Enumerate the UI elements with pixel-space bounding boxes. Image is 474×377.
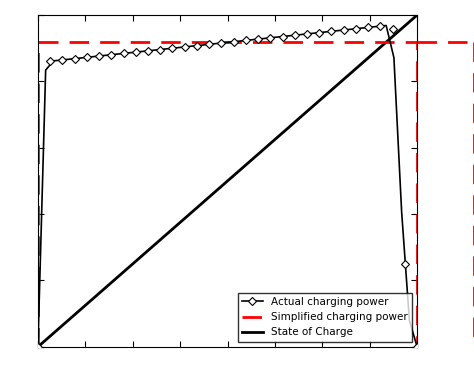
Legend: Actual charging power, Simplified charging power, State of Charge: Actual charging power, Simplified chargi… [237, 293, 412, 342]
